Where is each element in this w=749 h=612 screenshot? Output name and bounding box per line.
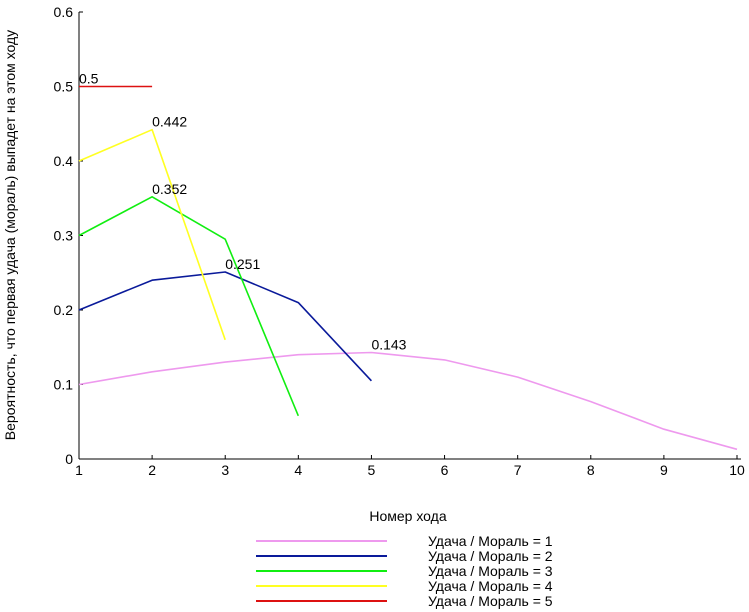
x-tick-label: 5 <box>368 462 376 478</box>
x-tick-label: 9 <box>660 462 668 478</box>
y-tick-label: 0.5 <box>54 79 74 95</box>
y-axis-label: Вероятность, что первая удача (мораль) в… <box>2 30 18 440</box>
legend-label-3: Удача / Мораль = 3 <box>428 563 553 579</box>
y-tick-label: 0.4 <box>54 153 74 169</box>
series-lines <box>78 85 738 451</box>
x-ticks: 1 2 3 4 5 6 7 8 9 10 <box>75 455 745 478</box>
series-line-2 <box>78 271 372 382</box>
x-tick-label: 4 <box>294 462 302 478</box>
peak-labels: 0.143 0.251 0.352 0.442 0.5 <box>79 71 407 353</box>
x-tick-label: 10 <box>729 462 745 478</box>
peak-label-3: 0.352 <box>152 181 187 197</box>
legend-label-4: Удача / Мораль = 4 <box>428 578 553 594</box>
x-tick-label: 7 <box>514 462 522 478</box>
peak-label-5: 0.5 <box>79 71 99 87</box>
peak-label-4: 0.442 <box>152 114 187 130</box>
x-tick-label: 1 <box>75 462 83 478</box>
legend-label-5: Удача / Мораль = 5 <box>428 593 553 609</box>
series-line-4 <box>78 128 226 341</box>
y-tick-label: 0.1 <box>54 377 74 393</box>
y-tick-label: 0.3 <box>54 228 74 244</box>
series-line-1 <box>78 351 738 451</box>
legend-label-2: Удача / Мораль = 2 <box>428 548 553 564</box>
x-axis-label: Номер хода <box>369 508 446 524</box>
x-tick-label: 8 <box>587 462 595 478</box>
legend-label-1: Удача / Мораль = 1 <box>428 533 553 549</box>
x-tick-label: 2 <box>148 462 156 478</box>
series-line-3 <box>78 196 300 417</box>
y-tick-label: 0 <box>65 451 73 467</box>
x-tick-label: 3 <box>221 462 229 478</box>
peak-label-1: 0.143 <box>371 336 406 352</box>
y-tick-label: 0.2 <box>54 302 74 318</box>
y-tick-label: 0.6 <box>54 4 74 20</box>
peak-label-2: 0.251 <box>225 256 260 272</box>
x-tick-label: 6 <box>441 462 449 478</box>
y-ticks: 0 0.1 0.2 0.3 0.4 0.5 0.6 <box>54 4 83 467</box>
